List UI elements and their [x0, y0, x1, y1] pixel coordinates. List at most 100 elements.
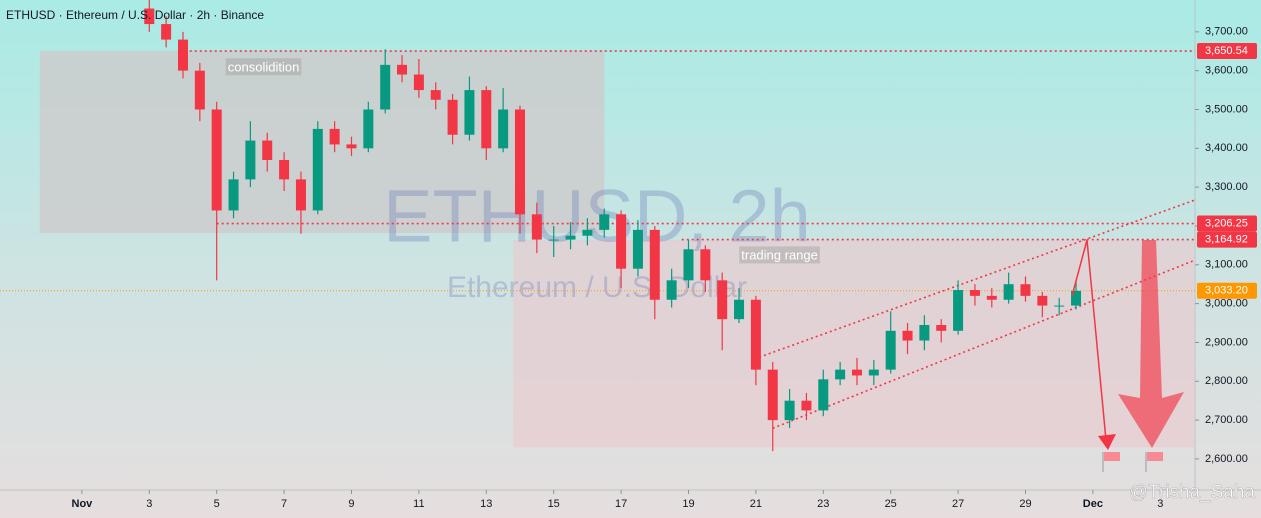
candle-body [750, 299, 761, 370]
candle-body [835, 369, 846, 380]
y-tick-label: 3,600.00 [1205, 65, 1248, 77]
x-tick-label: 21 [750, 498, 762, 510]
candle-body [818, 379, 829, 411]
candle-body [144, 8, 155, 25]
y-tick-label: 3,400.00 [1205, 142, 1248, 154]
candle-body [734, 299, 745, 320]
candle-body [767, 369, 778, 421]
candle-body [599, 214, 610, 230]
zone-label: trading range [741, 247, 818, 262]
candle-body [279, 159, 290, 180]
flag [1104, 452, 1120, 461]
candle-body [380, 64, 391, 110]
zone [513, 239, 1195, 448]
flag [1147, 452, 1163, 461]
price-label-bg [1197, 282, 1257, 299]
candle-body [582, 229, 593, 236]
candle-body [868, 369, 879, 376]
y-tick-label: 3,500.00 [1205, 103, 1248, 115]
x-tick-label: 19 [682, 498, 694, 510]
price-label: 3,650.54 [1205, 45, 1248, 57]
candle-body [413, 74, 424, 91]
x-tick-label: 29 [1019, 498, 1031, 510]
x-tick-label: Dec [1083, 498, 1103, 510]
candle-body [1037, 295, 1048, 306]
y-tick-label: 2,900.00 [1205, 336, 1248, 348]
big-arrow [1118, 240, 1184, 448]
candle-body [936, 324, 947, 331]
candle-body [683, 249, 694, 281]
candle-body [177, 39, 188, 71]
x-tick-label: 27 [952, 498, 964, 510]
y-tick-label: 3,000.00 [1205, 298, 1248, 310]
author: @Trisha_Saha [1129, 482, 1256, 503]
y-tick-label: 3,100.00 [1205, 259, 1248, 271]
candle-body [245, 140, 256, 180]
x-tick-label: 9 [348, 498, 354, 510]
candle-body [329, 128, 340, 145]
forecast-path [1071, 239, 1107, 441]
x-tick-label: 11 [413, 498, 424, 510]
candle-body [228, 179, 239, 211]
candle-body [346, 144, 357, 149]
candle-body [885, 330, 896, 370]
trendline [758, 199, 1195, 358]
x-tick-label: 25 [885, 498, 897, 510]
candle-body [161, 24, 172, 40]
x-tick-label: 17 [615, 498, 627, 510]
candle-body [717, 280, 728, 320]
candle-body [312, 128, 323, 211]
candle-body [447, 99, 458, 135]
candle-body [211, 109, 222, 211]
candle-body [801, 400, 812, 411]
price-label-bg [1197, 231, 1257, 248]
price-label: 3,033.20 [1205, 285, 1248, 297]
x-tick-label: 7 [281, 498, 287, 510]
candle-body [1071, 290, 1082, 306]
watermark: ETHUSD, 2h [383, 175, 811, 258]
arrow-head [1098, 434, 1116, 450]
x-tick-label: Nov [72, 498, 94, 510]
price-label-bg [1197, 43, 1257, 60]
candle-body [565, 235, 576, 240]
candle-body [531, 214, 542, 240]
candle-body [851, 369, 862, 376]
zone-label-bg [225, 58, 302, 76]
candle-body [397, 64, 408, 75]
chart-title: ETHUSD · Ethereum / U.S. Dollar · 2h · B… [6, 8, 264, 22]
x-tick-label: 13 [480, 498, 492, 510]
zone-label: consolidition [228, 59, 300, 74]
price-label: 3,206.25 [1205, 217, 1248, 229]
candle-body [919, 324, 930, 341]
candle-body [986, 295, 997, 300]
candle-body [481, 90, 492, 149]
candle-body [548, 239, 559, 241]
y-tick-label: 3,700.00 [1205, 26, 1248, 38]
price-label: 3,164.92 [1205, 234, 1248, 246]
candle-body [1020, 284, 1031, 296]
zone-label-bg [739, 246, 820, 264]
x-tick-label: 3 [146, 498, 152, 510]
candle-body [498, 109, 509, 149]
x-tick-label: 15 [548, 498, 560, 510]
candle-body [514, 109, 525, 215]
forecast-arrows [1071, 239, 1184, 472]
x-tick-label: 3 [1157, 498, 1163, 510]
candle-body [666, 280, 677, 300]
candle-body [464, 90, 475, 135]
candle-body [262, 140, 273, 160]
candle-body [700, 249, 711, 281]
candle-body [430, 90, 441, 100]
y-tick-label: 2,700.00 [1205, 414, 1248, 426]
candle-body [363, 109, 374, 149]
y-tick-label: 2,600.00 [1205, 453, 1248, 465]
x-tick-label: 23 [817, 498, 829, 510]
candle-body [194, 70, 205, 110]
candle-body [1003, 284, 1014, 300]
y-tick-label: 3,300.00 [1205, 181, 1248, 193]
watermark-subtitle: Ethereum / U.S. Dollar [447, 271, 747, 304]
candle-body [616, 214, 627, 269]
candle-body [784, 400, 795, 421]
